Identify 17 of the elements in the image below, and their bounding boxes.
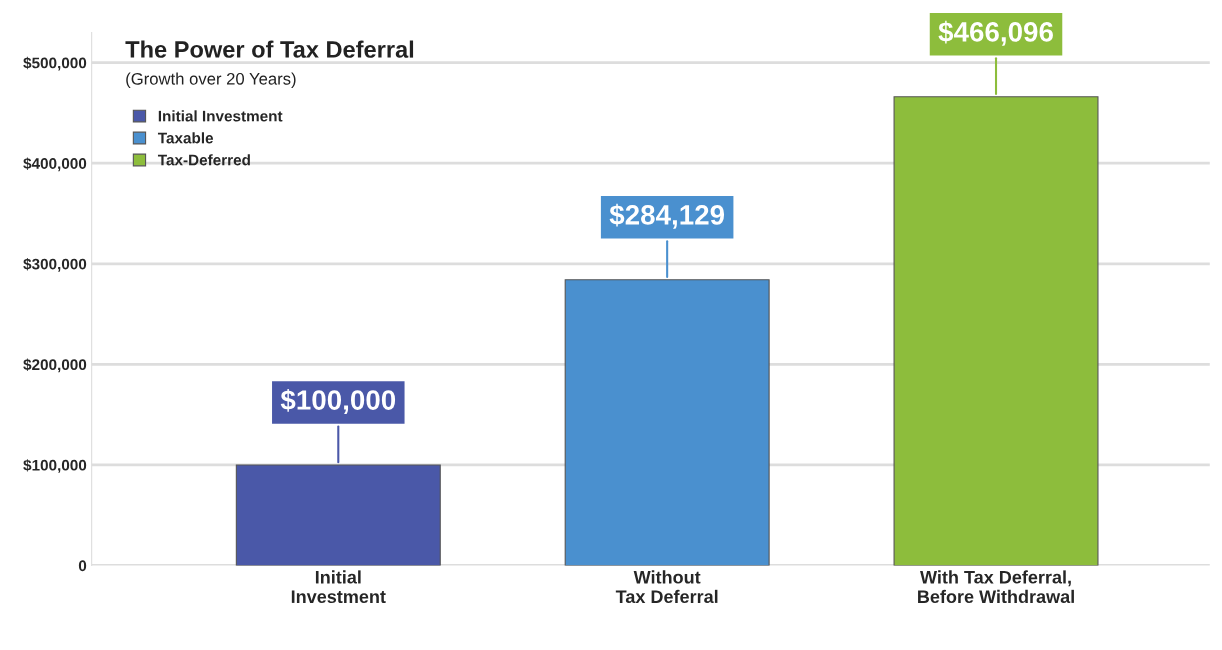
x-tick-label: Without Tax Deferral — [615, 570, 718, 604]
legend-label: Taxable — [157, 132, 214, 144]
y-tick-label: $100,000 — [23, 459, 87, 473]
data-label: $466,096 — [938, 20, 1053, 46]
data-label: $100,000 — [280, 389, 396, 414]
legend-label: Tax-Deferred — [157, 154, 250, 166]
data-label: $284,129 — [609, 203, 725, 229]
text: (Growth over 20 Years) — [126, 72, 296, 88]
y-tick-label: $500,000 — [23, 56, 87, 71]
y-tick-label: $400,000 — [23, 157, 87, 172]
chart-title: The Power of Tax Deferral — [125, 40, 414, 58]
y-tick-label: 0 — [78, 560, 87, 572]
y-tick-label: $200,000 — [23, 358, 87, 373]
x-tick-label: With Tax Deferral, Before Withdrawal — [918, 570, 1074, 604]
y-tick-label: $300,000 — [23, 258, 87, 272]
x-tick-label: Initial Investment — [291, 570, 386, 604]
legend-label: Initial Investment — [158, 110, 283, 122]
